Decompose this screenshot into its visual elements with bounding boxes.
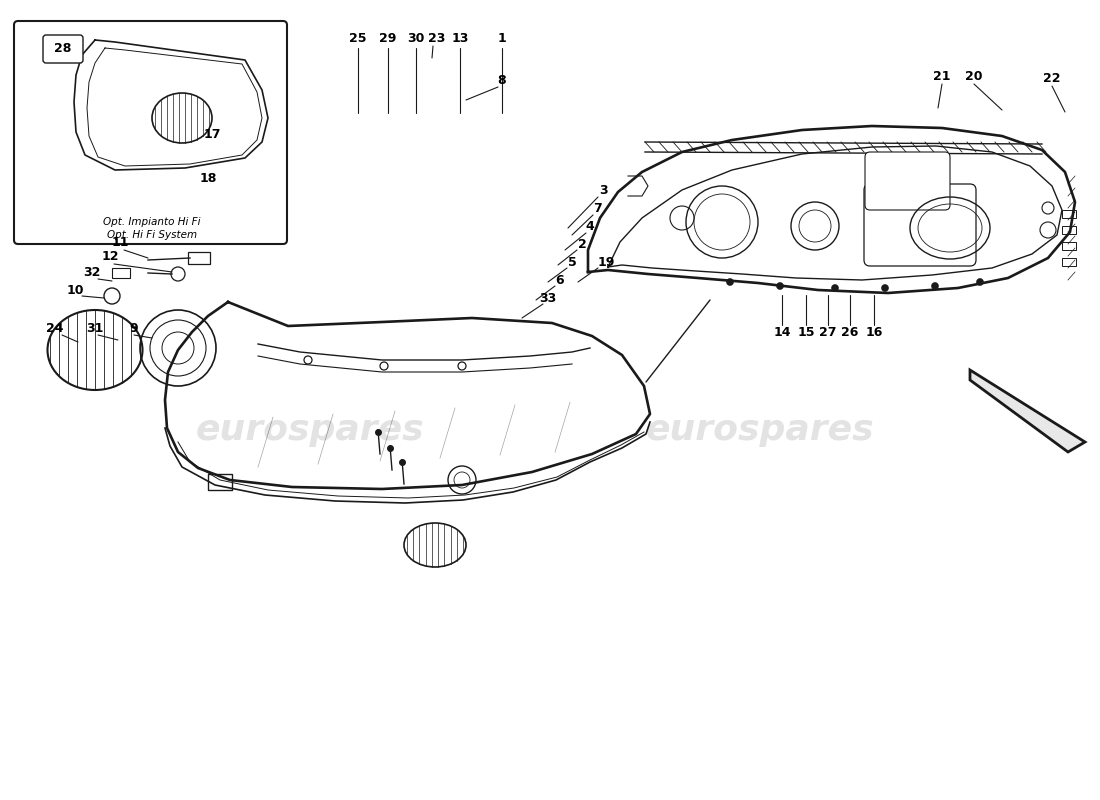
Text: 27: 27 [820,326,837,338]
Bar [208,474,232,490]
Text: Opt. Hi Fi System: Opt. Hi Fi System [107,230,197,240]
FancyBboxPatch shape [14,21,287,244]
Text: 32: 32 [84,266,101,279]
Text: 5: 5 [568,255,576,269]
Text: 30: 30 [407,31,425,45]
Circle shape [932,282,938,290]
Text: 6: 6 [556,274,564,286]
Text: 3: 3 [600,183,608,197]
Bar [1062,210,1076,218]
Text: eurospares: eurospares [196,413,425,447]
Text: 2: 2 [578,238,586,250]
Circle shape [726,278,734,286]
Bar [1062,242,1076,250]
Text: Opt. Impianto Hi Fi: Opt. Impianto Hi Fi [103,217,200,227]
Text: 10: 10 [66,283,84,297]
FancyBboxPatch shape [865,152,950,210]
Text: 20: 20 [966,70,982,82]
Text: 7: 7 [594,202,603,214]
Text: 4: 4 [585,219,594,233]
Text: 24: 24 [46,322,64,334]
Text: 1: 1 [497,31,506,45]
Text: 17: 17 [204,129,221,142]
Circle shape [977,278,983,286]
Circle shape [777,282,783,290]
Bar [112,268,130,278]
FancyBboxPatch shape [864,184,976,266]
Circle shape [881,285,889,291]
Text: 15: 15 [798,326,815,338]
FancyBboxPatch shape [43,35,82,63]
Bar [1062,226,1076,234]
Text: 22: 22 [1043,71,1060,85]
Text: 8: 8 [497,74,506,86]
Text: 29: 29 [379,31,397,45]
Text: 11: 11 [111,235,129,249]
Bar [188,252,210,264]
Text: 13: 13 [451,31,469,45]
Text: 23: 23 [428,31,446,45]
Text: 16: 16 [866,326,882,338]
Polygon shape [970,370,1085,452]
Text: 31: 31 [86,322,103,334]
Text: eurospares: eurospares [646,413,874,447]
Text: 28: 28 [54,42,72,55]
Text: 25: 25 [350,31,366,45]
Text: 26: 26 [842,326,859,338]
Text: 9: 9 [130,322,139,334]
Text: 33: 33 [539,291,557,305]
Text: 14: 14 [773,326,791,338]
Bar [1062,258,1076,266]
Text: 12: 12 [101,250,119,263]
Text: 19: 19 [597,255,615,269]
Text: 21: 21 [933,70,950,82]
Circle shape [832,285,838,291]
Text: 18: 18 [199,171,217,185]
